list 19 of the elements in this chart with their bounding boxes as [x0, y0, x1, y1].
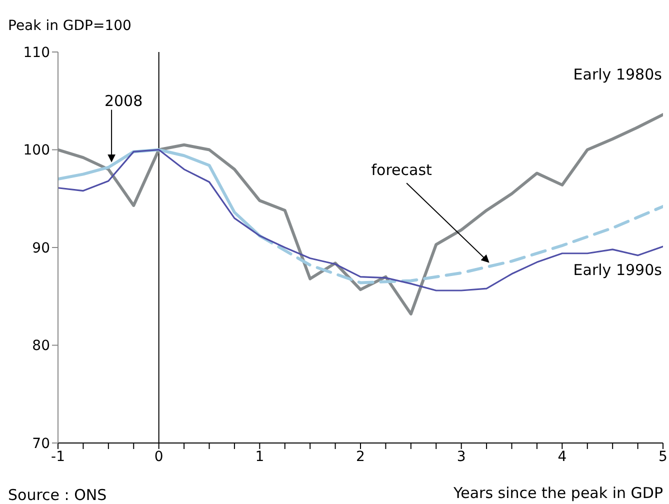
- y-tick-label: 80: [32, 338, 50, 354]
- text: 2008: [104, 92, 143, 110]
- x-tick-label: 5: [658, 448, 668, 465]
- x-tick-label: 3: [456, 448, 466, 465]
- y-axis-title: Peak in GDP=100: [8, 18, 132, 34]
- annotation: forecast: [371, 161, 432, 180]
- y-tick-label: 110: [23, 44, 50, 61]
- y-tick-label: 70: [32, 436, 50, 452]
- series-label: Early 1990s: [573, 260, 662, 279]
- x-tick-label: 2: [356, 448, 365, 465]
- x-tick-label: 4: [558, 448, 567, 465]
- y-tick-label: 90: [32, 240, 50, 256]
- source-note: Source : ONS: [8, 486, 107, 504]
- x-axis-title: Years since the peak in GDP: [452, 484, 663, 502]
- x-tick-label: -1: [51, 448, 65, 465]
- text: Early 1980s: [573, 65, 662, 84]
- x-tick-label: 1: [255, 448, 264, 465]
- x-tick-label: 0: [154, 448, 164, 465]
- y-tick-label: 100: [23, 142, 50, 159]
